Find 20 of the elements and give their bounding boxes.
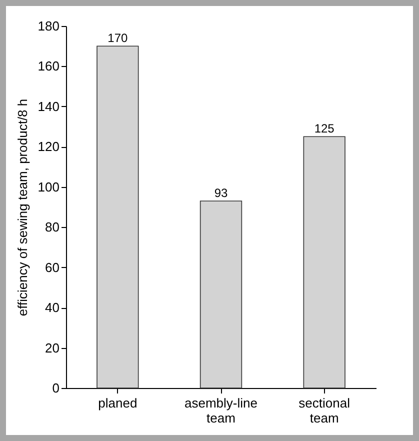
data-label: 170 — [108, 31, 128, 46]
x-tick-label: sectional team — [298, 396, 350, 426]
data-label: 125 — [314, 122, 335, 136]
y-tick-label: 20 — [45, 340, 60, 356]
y-tick-label: 0 — [52, 380, 60, 396]
y-tick-label: 100 — [38, 179, 60, 194]
bar — [200, 200, 242, 388]
y-tick-label: 120 — [38, 139, 60, 154]
y-axis-title: efficiency of sewing team, product/8 h — [14, 98, 30, 316]
x-tick-label: planed — [98, 396, 138, 410]
y-tick-label: 180 — [38, 18, 60, 34]
x-tick-label: asembly-line team — [184, 396, 258, 426]
y-tick-label: 80 — [45, 220, 60, 235]
bar — [303, 136, 346, 388]
bar — [96, 46, 139, 388]
y-tick-label: 40 — [45, 300, 60, 316]
y-tick-label: 160 — [38, 58, 60, 74]
y-tick-label: 60 — [45, 260, 60, 275]
data-label: 93 — [214, 186, 228, 200]
y-tick-label: 140 — [38, 98, 60, 114]
